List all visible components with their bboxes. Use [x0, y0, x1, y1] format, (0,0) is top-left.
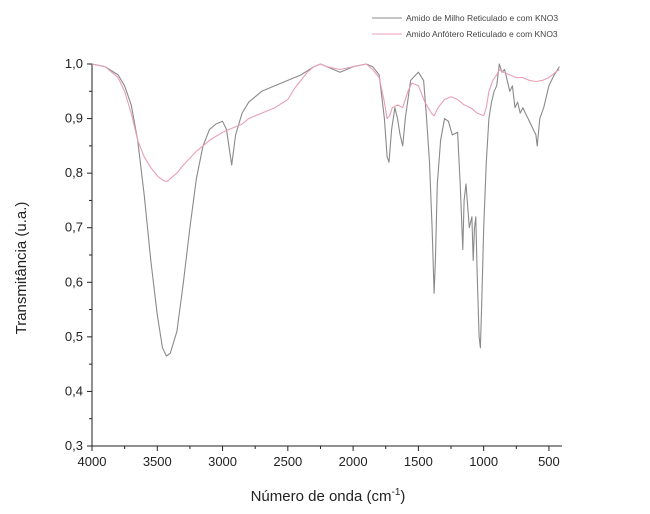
- y-ticks: 0,3 0,4 0,5 0,6 0,7 0,8 0,9 1,0: [65, 56, 92, 453]
- series-line-2: [91, 63, 560, 182]
- y-tick-label: 0,3: [65, 438, 83, 453]
- y-tick-label: 0,8: [65, 165, 83, 180]
- x-axis-title-main: Número de onda (cm: [251, 488, 392, 505]
- x-tick-label: 2500: [273, 454, 302, 469]
- y-tick-label: 0,7: [65, 220, 83, 235]
- x-axis-title-end: ): [400, 488, 405, 505]
- x-tick-label: 3000: [208, 454, 237, 469]
- x-axis-title: Número de onda (cm-1): [251, 487, 406, 505]
- x-axis-title-sup: -1: [392, 487, 401, 498]
- legend: Amido de Milho Reticulado e com KNO3 Ami…: [372, 13, 558, 39]
- y-axis-title: Transmitância (u.a.): [13, 202, 30, 335]
- y-tick-label: 0,4: [65, 383, 83, 398]
- x-tick-label: 1500: [404, 454, 433, 469]
- x-tick-label: 2000: [339, 454, 368, 469]
- legend-label-1: Amido de Milho Reticulado e com KNO3: [406, 13, 558, 23]
- x-tick-label: 1000: [469, 454, 498, 469]
- series-group: [91, 63, 560, 357]
- series-line-1: [91, 63, 560, 357]
- x-tick-label: 500: [538, 454, 560, 469]
- x-tick-label: 3500: [143, 454, 172, 469]
- y-tick-label: 0,5: [65, 329, 83, 344]
- y-tick-label: 0,6: [65, 274, 83, 289]
- legend-label-2: Amido Anfótero Reticulado e com KNO3: [406, 29, 558, 39]
- y-tick-label: 1,0: [65, 56, 83, 71]
- x-tick-label: 4000: [78, 454, 107, 469]
- plot-area: 4000 3500 3000 2500 2000 1500 1000 500 0,30,40,…: [65, 56, 562, 469]
- y-tick-label: 0,9: [65, 111, 83, 126]
- x-ticks: 4000 3500 3000 2500 2000 1500 1000 500: [78, 446, 560, 469]
